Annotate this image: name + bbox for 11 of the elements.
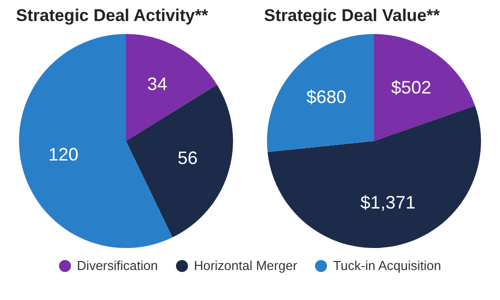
data-label: $1,371 <box>360 192 416 213</box>
data-label: 56 <box>178 148 198 168</box>
legend-label: Horizontal Merger <box>194 258 298 273</box>
legend-label: Diversification <box>76 258 158 273</box>
chart-title: Strategic Deal Value** <box>264 6 441 27</box>
data-label: $680 <box>306 86 346 107</box>
data-label: $502 <box>391 78 432 98</box>
chart-title: Strategic Deal Activity** <box>16 6 210 27</box>
legend-label: Tuck-in Acquisition <box>333 258 442 273</box>
data-label: 34 <box>147 74 168 94</box>
data-label: 120 <box>48 144 78 164</box>
